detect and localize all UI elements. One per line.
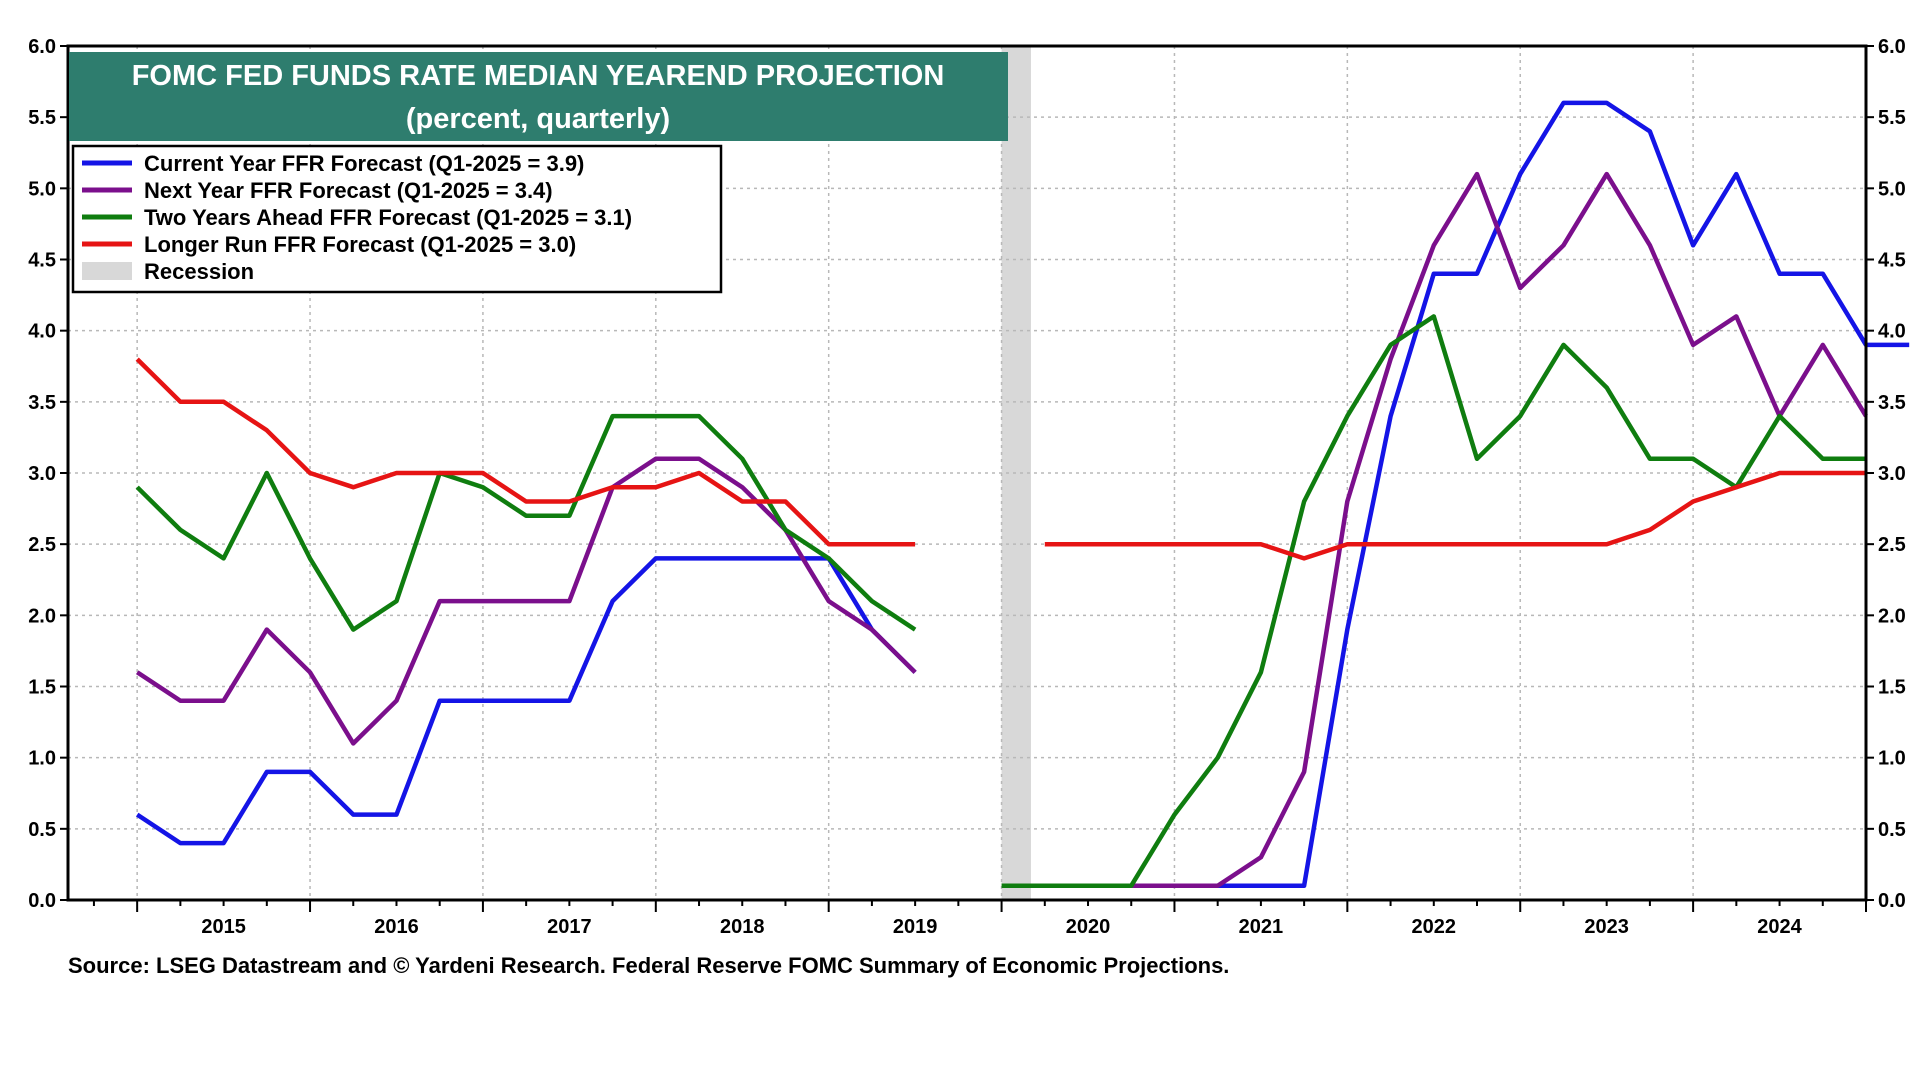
y-tick-label-left: 5.0 [28,178,56,200]
legend-label-next-year-ffr-forecast: Next Year FFR Forecast (Q1-2025 = 3.4) [144,178,553,203]
y-tick-label-left: 0.5 [28,819,56,841]
x-tick-label-2022: 2022 [1412,916,1457,938]
chart-title: FOMC FED FUNDS RATE MEDIAN YEAREND PROJE… [132,60,945,92]
legend-label-longer-run-ffr-forecast: Longer Run FFR Forecast (Q1-2025 = 3.0) [144,232,576,257]
source-note: Source: LSEG Datastream and © Yardeni Re… [68,953,1229,978]
y-tick-label-left: 1.5 [28,677,56,699]
x-tick-label-2023: 2023 [1584,916,1629,938]
two-years-ahead-ffr-forecast-line [135,314,1866,889]
x-tick-label-2021: 2021 [1239,916,1284,938]
recession-band-layer [1001,46,1031,900]
recession-band [1001,46,1031,900]
y-tick-label-left: 6.0 [28,36,56,58]
x-tick-label-2020: 2020 [1066,916,1111,938]
x-tick-label-2015: 2015 [201,916,246,938]
legend-label-recession: Recession [144,259,254,284]
legend-label-current-year-ffr-forecast: Current Year FFR Forecast (Q1-2025 = 3.9… [144,151,584,176]
legend-items: Current Year FFR Forecast (Q1-2025 = 3.9… [82,151,632,284]
y-tick-label-right: 5.5 [1878,107,1906,129]
chart-title-box: FOMC FED FUNDS RATE MEDIAN YEAREND PROJE… [69,52,1008,141]
y-tick-label-left: 5.5 [28,107,56,129]
y-tick-label-right: 2.5 [1878,534,1906,556]
y-tick-label-right: 5.0 [1878,178,1906,200]
y-tick-label-right: 3.0 [1878,463,1906,485]
x-tick-label-2019: 2019 [893,916,938,938]
legend-frame [71,144,723,294]
legend-label-two-years-ahead-ffr-forecast: Two Years Ahead FFR Forecast (Q1-2025 = … [144,205,632,230]
y-tick-label-right: 1.5 [1878,677,1906,699]
y-tick-label-right: 1.0 [1878,748,1906,770]
y-tick-label-right: 2.0 [1878,605,1906,627]
legend-swatch-recession [82,262,132,280]
y-tick-label-left: 2.0 [28,605,56,627]
legend: Current Year FFR Forecast (Q1-2025 = 3.9… [71,144,723,294]
chart-subtitle: (percent, quarterly) [406,103,670,135]
x-tick-label-2024: 2024 [1757,916,1802,938]
y-tick-label-left: 3.5 [28,392,56,414]
x-tick-label-2017: 2017 [547,916,592,938]
x-tick-label-2018: 2018 [720,916,765,938]
y-tick-label-right: 4.0 [1878,321,1906,343]
y-tick-label-left: 0.0 [28,890,56,912]
y-tick-label-right: 0.5 [1878,819,1906,841]
axis-layer: 0.0 0.0 0.5 0.5 1.0 1.0 1.5 1.5 2.0 2.0 2.5 2.5 3.0 3… [28,36,1906,938]
y-tick-label-left: 1.0 [28,748,56,770]
current-year-ffr-forecast-line [135,100,1910,889]
y-tick-label-right: 0.0 [1878,890,1906,912]
series-layer [135,100,1910,889]
y-tick-label-right: 4.5 [1878,250,1906,272]
y-tick-label-right: 3.5 [1878,392,1906,414]
y-tick-label-left: 4.0 [28,321,56,343]
title-background [69,52,1008,141]
x-tick-label-2016: 2016 [374,916,419,938]
y-tick-label-left: 3.0 [28,463,56,485]
y-tick-label-right: 6.0 [1878,36,1906,58]
y-tick-label-left: 4.5 [28,250,56,272]
longer-run-ffr-forecast-line [135,357,1866,561]
y-tick-label-left: 2.5 [28,534,56,556]
